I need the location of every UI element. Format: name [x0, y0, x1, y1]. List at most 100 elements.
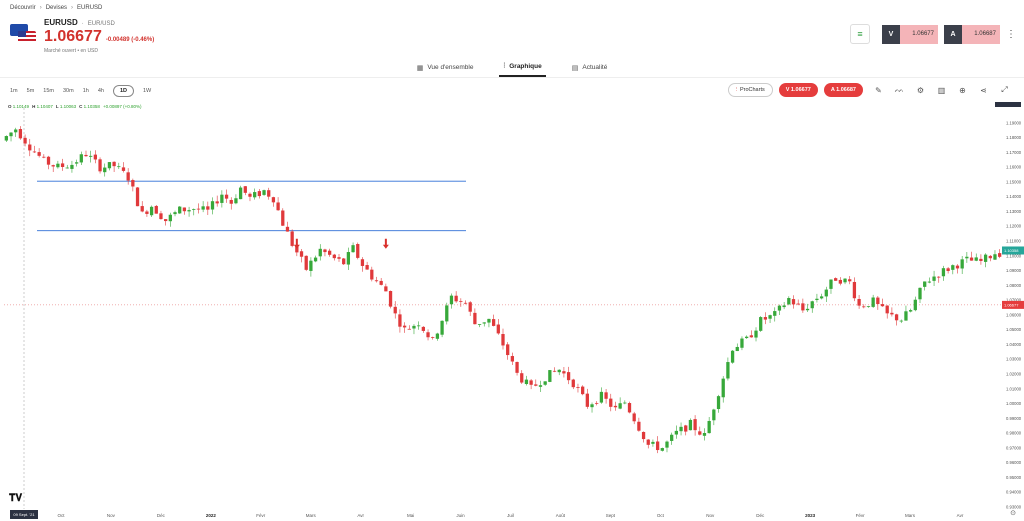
candle-body: [4, 136, 8, 141]
candle-body: [234, 198, 238, 204]
candle-body: [351, 245, 355, 253]
candle-body: [599, 391, 604, 403]
candle-body: [342, 258, 346, 265]
timeframe-1m[interactable]: 1m: [10, 88, 18, 94]
candle-body: [538, 385, 543, 387]
candle-body: [32, 151, 37, 153]
candle-body: [749, 335, 753, 338]
candle-body: [145, 211, 149, 214]
candle-body: [117, 166, 121, 168]
buy-pill-button[interactable]: A 1.06687: [823, 83, 863, 97]
pencil-icon[interactable]: ✎: [875, 85, 882, 95]
ohlc-high: 1.10407: [36, 104, 53, 109]
breadcrumb-item-discover[interactable]: Découvrir: [10, 5, 36, 11]
plus-icon[interactable]: ⊕: [959, 85, 966, 95]
candle-body: [674, 430, 679, 435]
breadcrumb-item-currencies[interactable]: Devises: [45, 5, 68, 11]
x-tick-label: Nov: [706, 513, 715, 518]
settings-icon[interactable]: ⚙: [916, 85, 925, 95]
watchlist-button[interactable]: ≡: [850, 24, 870, 44]
candle-body: [932, 276, 936, 281]
timeframe-1d[interactable]: 1D: [112, 85, 134, 97]
candle-body: [730, 350, 735, 363]
y-tick-label: 1.09000: [1006, 268, 1022, 273]
sell-button[interactable]: V 1.06677: [882, 24, 938, 44]
current-price-label: 1.06677: [1004, 302, 1019, 307]
candle-body: [679, 426, 683, 432]
candle-body: [318, 248, 322, 257]
price-chart[interactable]: 1.19000 1.18000 1.17000 1.16000 1.15000 1.140…: [0, 100, 1024, 521]
candle-body: [196, 208, 201, 210]
timeframe-1w[interactable]: 1W: [142, 88, 152, 94]
candle-body: [838, 279, 842, 284]
timeframe-1h[interactable]: 1h: [82, 88, 89, 94]
breadcrumb-item-current: EURUSD: [77, 5, 103, 11]
ohlc-close-label: C: [79, 104, 83, 109]
candle-body: [28, 144, 32, 151]
price-scale: [1002, 100, 1024, 521]
candle-body: [463, 302, 468, 304]
candle-body: [243, 186, 247, 193]
candle-body: [627, 403, 632, 413]
x-tick-label: Déc: [756, 513, 765, 518]
expand-icon[interactable]: ⤢: [1001, 85, 1008, 94]
candle-body: [304, 255, 308, 270]
candle-body: [79, 154, 83, 163]
more-options-icon[interactable]: ⋮: [1006, 28, 1016, 40]
timeframe-15m[interactable]: 15m: [43, 88, 54, 94]
y-tick-label: 1.11000: [1006, 239, 1021, 244]
candle-body: [187, 210, 191, 212]
tab-overview[interactable]: ▦ Vue d'ensemble: [413, 58, 478, 77]
timeframe-5m[interactable]: 5m: [26, 88, 35, 94]
timeframe-4h[interactable]: 4h: [97, 88, 104, 94]
candle-body: [253, 192, 257, 198]
candle-body: [248, 193, 252, 197]
candle-body: [454, 295, 458, 302]
candle-body: [70, 164, 74, 169]
candle-body: [14, 129, 18, 133]
timeframe-30m[interactable]: 30m: [62, 88, 74, 94]
y-tick-label: 1.06000: [1006, 312, 1022, 317]
candle-body: [862, 306, 866, 308]
x-tick-label: Mars: [306, 513, 317, 518]
candle-body: [693, 419, 697, 431]
candle-body: [819, 296, 824, 299]
tab-bar: ▦ Vue d'ensemble ⫶ Graphique ▤ Actualité: [0, 58, 1024, 78]
chevron-right-icon: ›: [71, 5, 74, 11]
bar-chart-icon[interactable]: ▥: [937, 85, 946, 95]
y-tick-label: 1.02000: [1006, 372, 1022, 377]
candle-body: [937, 276, 941, 278]
instrument-price: 1.06677: [44, 28, 102, 45]
tradingview-logo-icon: 𝐓𝐕: [9, 493, 23, 504]
candle-body: [623, 402, 627, 404]
sell-pill-button[interactable]: V 1.06677: [778, 83, 818, 97]
candle-body: [426, 332, 430, 338]
tab-label: Graphique: [509, 63, 542, 70]
candle-body: [229, 199, 233, 204]
candle-body: [684, 425, 688, 432]
timeframe-bar: 1m 5m 15m 30m 1h 4h 1D 1W: [10, 85, 151, 97]
candle-body: [805, 308, 810, 311]
tab-chart[interactable]: ⫶ Graphique: [499, 58, 546, 77]
ohlc-change: +0.00897 (+0.80%): [102, 104, 142, 109]
buy-button[interactable]: A 1.06687: [944, 24, 1000, 44]
indicators-icon[interactable]: ᨓ: [894, 85, 905, 94]
prochart-button[interactable]: ⫶ ProCharts: [727, 83, 773, 97]
x-tick-label: Nov: [107, 513, 116, 518]
candle-body: [407, 328, 411, 330]
ohlc-high-label: H: [32, 104, 36, 109]
candle-body: [346, 252, 351, 265]
y-tick-label: 1.00000: [1006, 401, 1022, 406]
grid-icon: ▦: [416, 64, 424, 72]
candle-body: [398, 314, 402, 327]
candle-body: [51, 165, 55, 167]
candle-body: [131, 180, 135, 187]
candle-body: [604, 392, 608, 399]
candle-body: [168, 214, 172, 222]
candle-body: [796, 303, 800, 305]
candle-body: [613, 405, 618, 408]
candle-body: [18, 129, 23, 139]
tab-news[interactable]: ▤ Actualité: [568, 58, 612, 77]
share-icon[interactable]: ⋖: [980, 85, 987, 95]
reset-zoom-icon[interactable]: ⊙: [1010, 510, 1016, 517]
